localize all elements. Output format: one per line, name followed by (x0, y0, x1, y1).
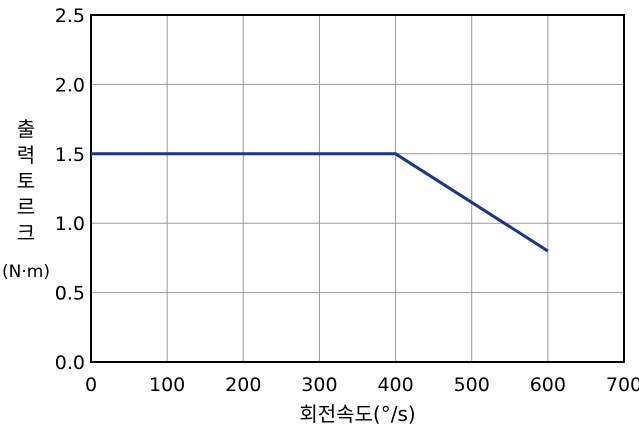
series-group (91, 152, 549, 253)
x-tick-label: 700 (606, 374, 639, 396)
y-tick-labels: 0.0 0.5 1.0 1.5 2.0 2.5 (55, 5, 85, 374)
x-tick-label: 600 (530, 374, 566, 396)
y-axis-label-char: 력 (17, 143, 35, 167)
y-axis-unit: (N·m) (2, 262, 50, 282)
y-axis-label-char: 르 (17, 195, 35, 219)
series-line-0 (91, 152, 549, 253)
y-axis-label-char: 크 (17, 221, 35, 245)
y-tick-label: 0.0 (55, 352, 85, 374)
x-tick-label: 300 (301, 374, 337, 396)
plot-area-frame (90, 14, 625, 363)
y-axis-label-char: 출 (17, 117, 35, 141)
x-tick-label: 0 (85, 374, 97, 396)
y-tick-label: 1.0 (55, 213, 85, 235)
x-axis-label: 회전속도(°/s) (299, 402, 415, 426)
x-tick-label: 500 (454, 374, 490, 396)
y-tick-label: 1.5 (55, 144, 85, 166)
y-tick-label: 2.0 (55, 74, 85, 96)
x-tick-label: 400 (377, 374, 413, 396)
y-axis-label-char: 토 (17, 169, 35, 193)
grid-lines (91, 15, 624, 362)
y-tick-label: 0.5 (55, 283, 85, 305)
x-tick-label: 200 (225, 374, 261, 396)
x-tick-label: 100 (149, 374, 185, 396)
x-tick-labels: 0 100 200 300 400 500 600 700 (85, 374, 639, 396)
y-tick-label: 2.5 (55, 5, 85, 27)
